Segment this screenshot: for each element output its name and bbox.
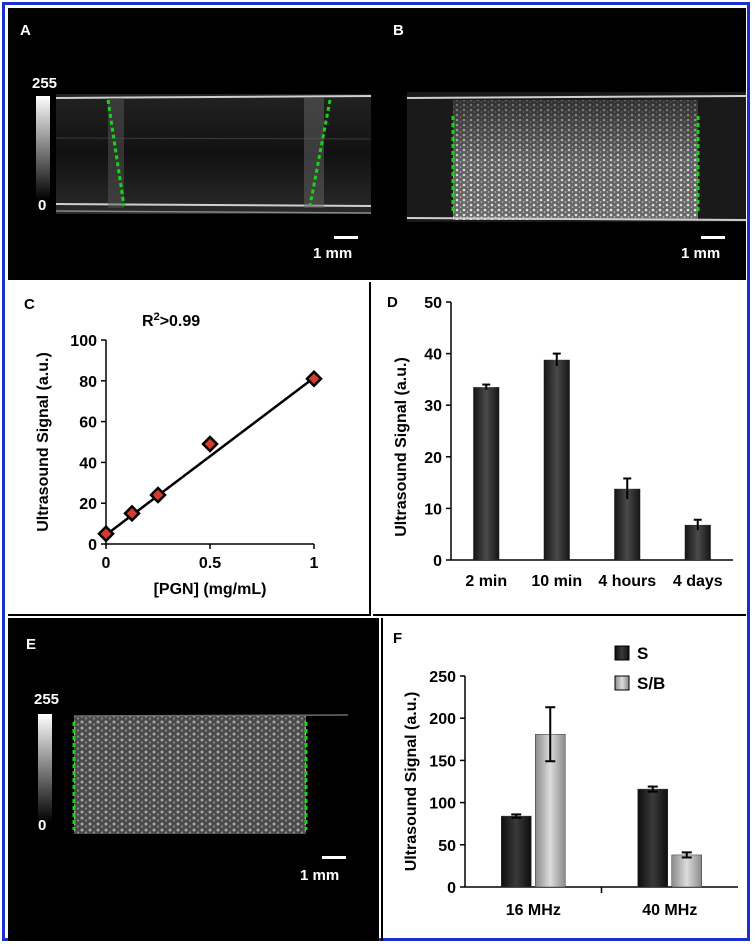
x-tick-label-d: 4 hours: [598, 573, 656, 590]
colorbar-e: [38, 714, 52, 822]
annotation-r2-c: R2>0.99: [142, 311, 200, 330]
x-axis-label-c: [PGN] (mg/mL): [154, 581, 267, 598]
scale-bar-label-e: 1 mm: [300, 867, 339, 884]
scale-bar-a: [334, 236, 358, 239]
y-tick-label-c: 100: [70, 333, 97, 350]
bar-f-s: [637, 788, 668, 888]
panel-letter-d: D: [387, 294, 398, 311]
guide-line-right-a: [308, 99, 332, 207]
y-tick-label-d: 20: [424, 450, 442, 467]
panel-e: E 255 0 1 mm: [8, 618, 379, 941]
y-axis-label-f: Ultrasound Signal (a.u.): [403, 692, 420, 872]
panel-d: D 0 10 20 30 40 50 2 min 10 min 4 hours 4 days Ult…: [373, 282, 746, 616]
y-tick-label-d: 30: [424, 398, 442, 415]
colorbar-a: [36, 96, 50, 200]
x-tick-label-c: 1: [310, 555, 319, 572]
scale-min-e: 0: [38, 817, 46, 834]
y-tick-label-c: 80: [79, 374, 97, 391]
y-tick-label-f: 250: [429, 669, 456, 686]
chart-c: 0 20 40 60 80 100 0 0.5 1 R2>0.99 [PGN] (mg/mL) Ult…: [35, 311, 323, 598]
fit-line-c: [105, 376, 315, 536]
guide-line-left-a: [106, 99, 126, 207]
speckle-region-e: [74, 716, 306, 834]
panel-f: F 0 50 100 150 200 250 16 MHz 40 MHz S S/B Ultraso…: [381, 618, 746, 941]
x-tick-label-f: 40 MHz: [642, 902, 697, 919]
panel-c: C 0 20 40 60 80 100 0 0.5 1 R2>0.99 [PGN] (mg/mL) U…: [8, 282, 371, 616]
panel-letter-b: B: [393, 22, 404, 39]
y-tick-label-c: 20: [79, 496, 97, 513]
panel-b: B 1 mm: [371, 8, 746, 280]
legend-swatch-f: [614, 645, 630, 661]
y-tick-label-d: 40: [424, 347, 442, 364]
data-point-c: [97, 525, 115, 543]
scale-max-a: 255: [32, 75, 57, 92]
y-tick-label-f: 100: [429, 796, 456, 813]
scale-bar-label-b: 1 mm: [681, 245, 720, 262]
y-tick-label-f: 200: [429, 711, 456, 728]
panel-letter-e: E: [26, 636, 37, 653]
data-point-c: [149, 486, 167, 504]
y-tick-label-f: 50: [438, 838, 456, 855]
scale-min-a: 0: [38, 197, 46, 214]
scale-max-e: 255: [34, 691, 59, 708]
scale-bar-label-a: 1 mm: [313, 245, 352, 262]
bar-d: [473, 387, 500, 560]
y-tick-label-f: 150: [429, 753, 456, 770]
panel-a: A 255 0 1 mm: [8, 8, 371, 280]
panel-b-image: 1 mm: [406, 92, 746, 262]
y-tick-label-c: 0: [88, 537, 97, 554]
data-point-c: [305, 369, 323, 388]
x-tick-label-f: 16 MHz: [506, 902, 561, 919]
panel-a-image: 255 0 1 mm: [32, 75, 371, 262]
bar-d: [684, 524, 711, 560]
y-tick-label-d: 10: [424, 501, 442, 518]
bar-d: [543, 359, 570, 560]
y-tick-label-c: 40: [79, 455, 97, 472]
x-tick-label-d: 2 min: [465, 573, 507, 590]
legend-label-f: S/B: [637, 674, 665, 693]
chart-d: 0 10 20 30 40 50 2 min 10 min 4 hours 4 days Ultra…: [393, 295, 733, 590]
legend-label-f: S: [637, 644, 648, 663]
y-tick-label-c: 60: [79, 415, 97, 432]
legend-swatch-f: [614, 675, 630, 691]
bar-f-s: [501, 815, 532, 888]
chart-f: 0 50 100 150 200 250 16 MHz 40 MHz S S/B Ultrasoun…: [403, 644, 738, 919]
scale-bar-e: [322, 856, 346, 859]
data-point-c: [201, 435, 219, 453]
panel-letter-a: A: [20, 22, 31, 39]
data-point-c: [123, 504, 141, 523]
y-tick-label-d: 0: [433, 553, 442, 570]
x-tick-label-d: 4 days: [673, 573, 723, 590]
x-tick-label-d: 10 min: [531, 573, 582, 590]
bar-f-s-b: [671, 854, 702, 888]
y-axis-label-d: Ultrasound Signal (a.u.): [393, 357, 410, 537]
y-tick-label-f: 0: [447, 880, 456, 897]
x-tick-label-c: 0.5: [199, 555, 221, 572]
panel-letter-f: F: [393, 630, 403, 647]
x-tick-label-c: 0: [102, 555, 111, 572]
y-axis-label-c: Ultrasound Signal (a.u.): [35, 352, 52, 532]
panel-e-image: 255 0 1 mm: [34, 691, 349, 884]
scale-bar-b: [701, 236, 725, 239]
y-tick-label-d: 50: [424, 295, 442, 312]
bar-d: [614, 488, 641, 560]
panel-letter-c: C: [24, 296, 35, 313]
